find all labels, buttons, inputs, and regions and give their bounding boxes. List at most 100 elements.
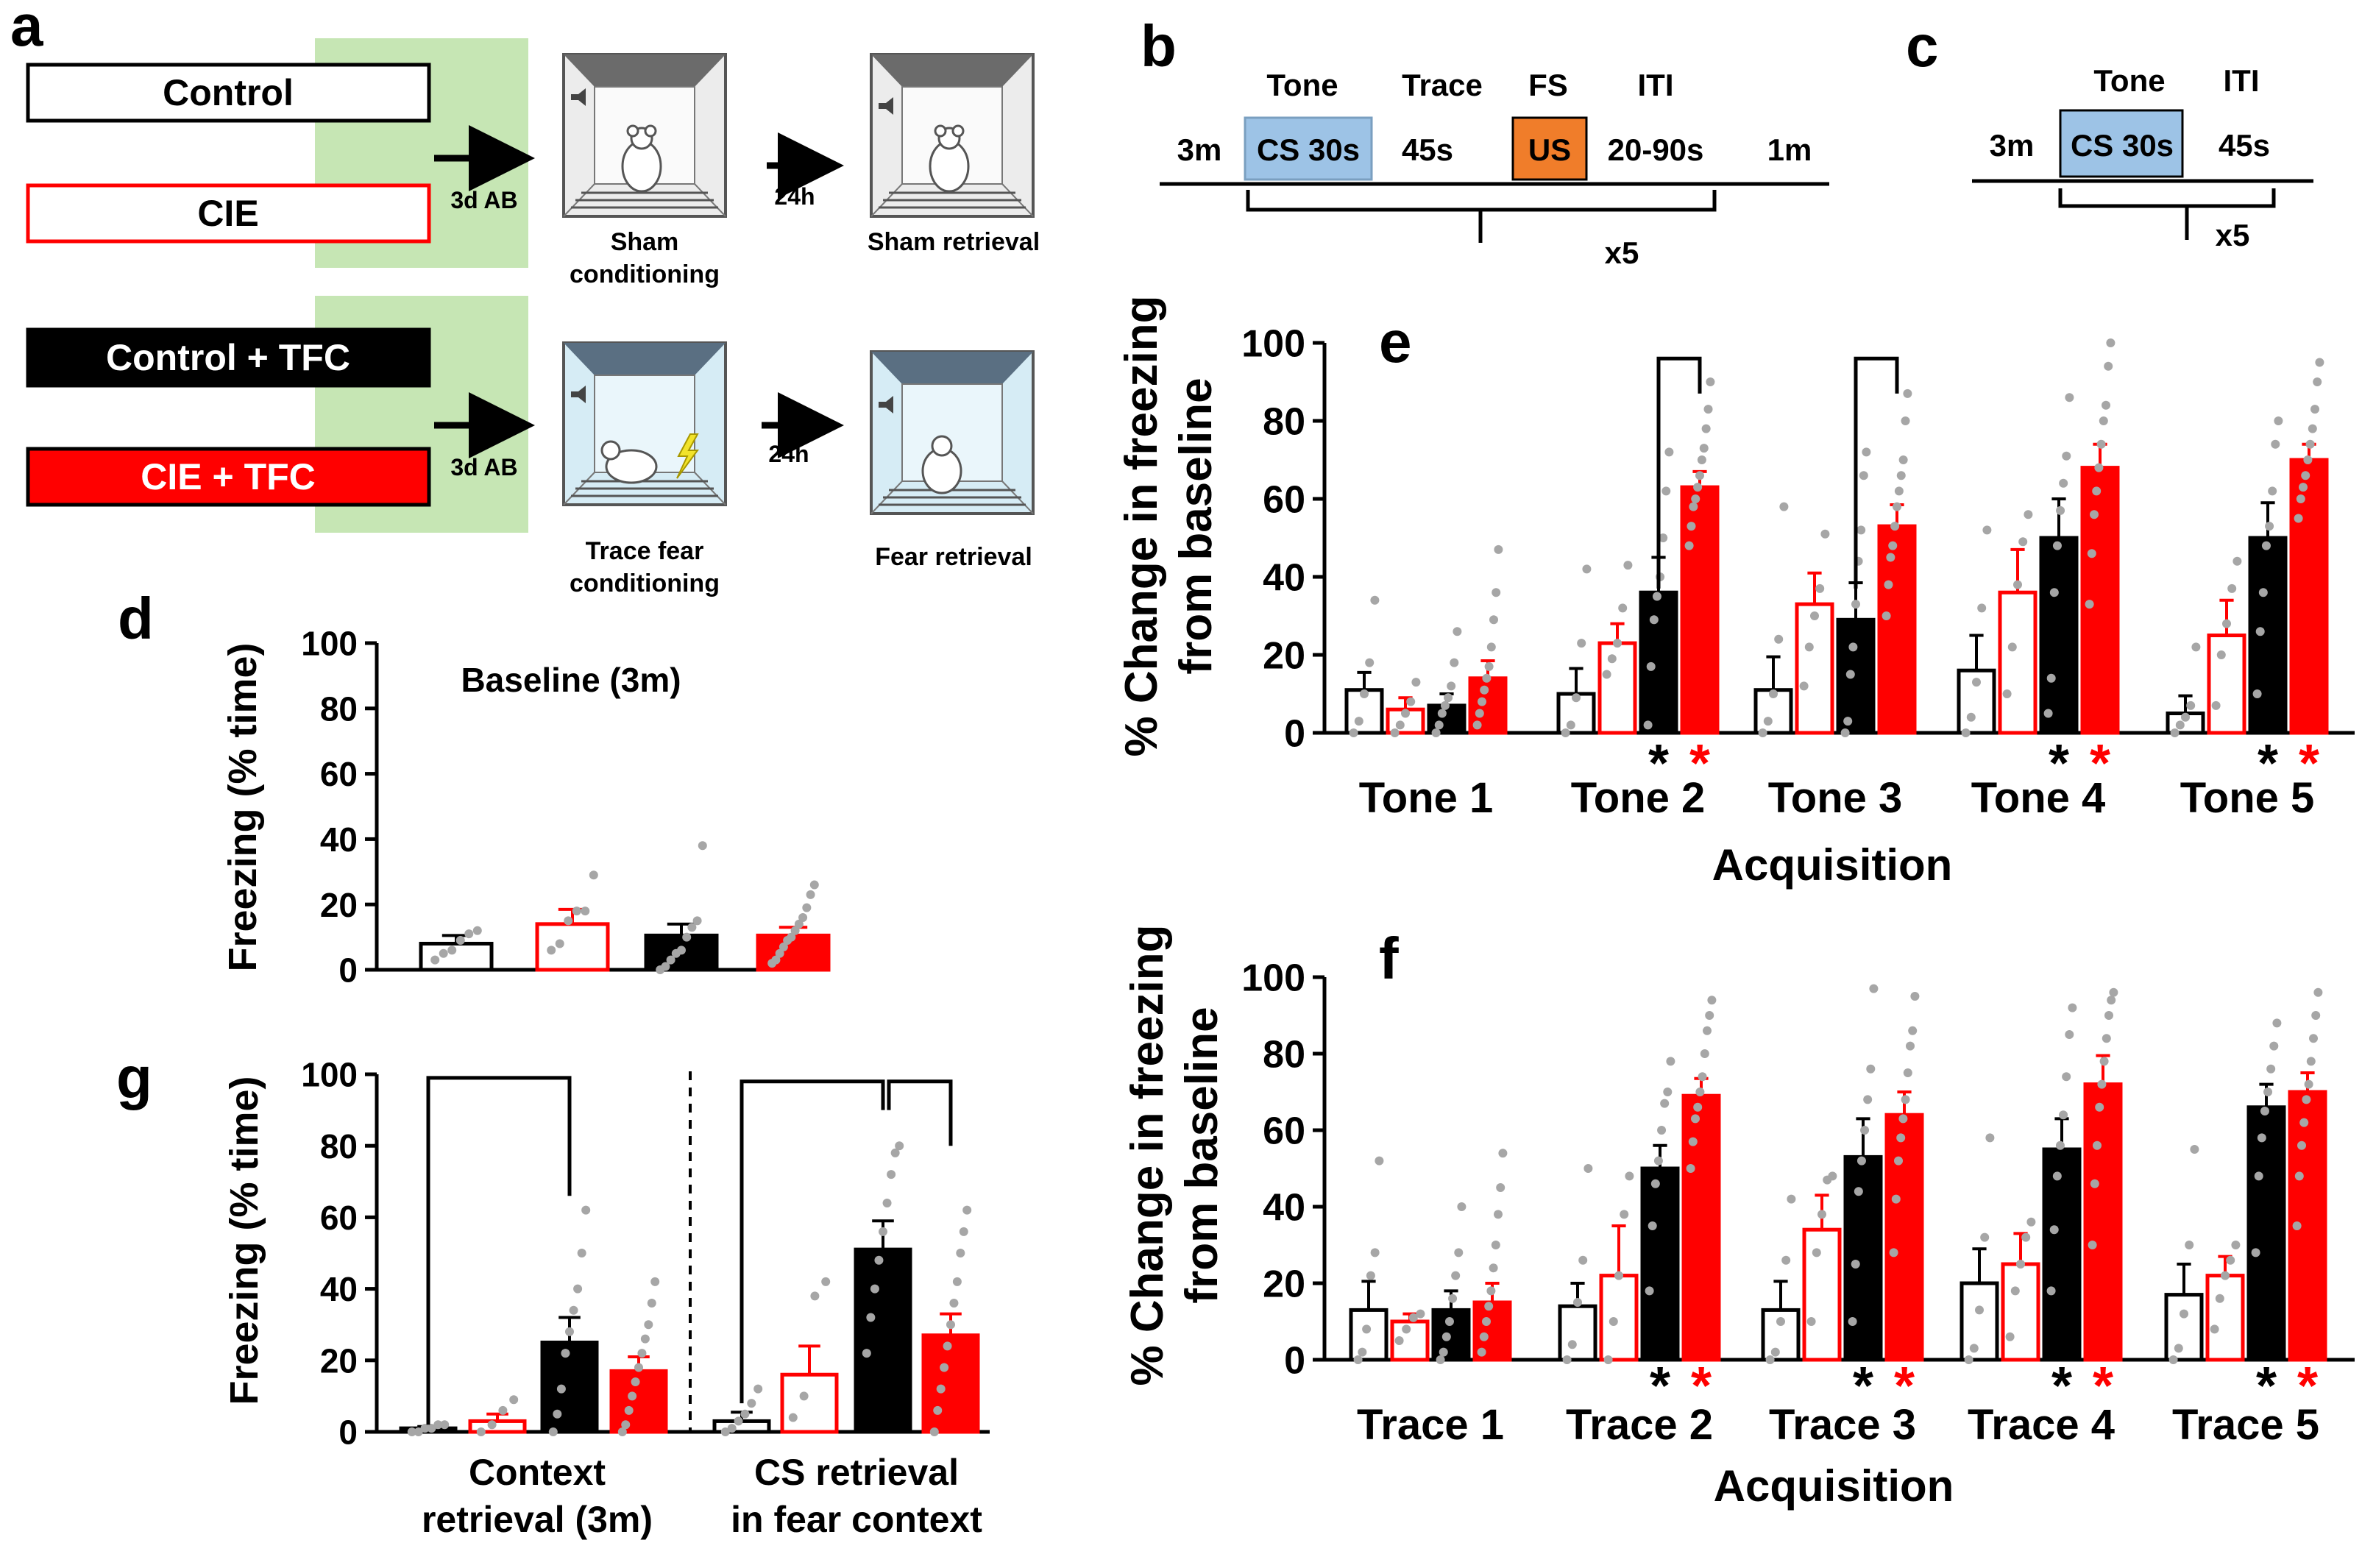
data-point	[2254, 1171, 2263, 1181]
data-point	[1705, 1011, 1714, 1020]
data-point	[2302, 1095, 2311, 1104]
data-point	[890, 1148, 900, 1157]
data-point	[1411, 678, 1421, 687]
data-point	[2092, 486, 2102, 496]
data-point	[771, 955, 781, 965]
category-label: Tone 3	[1768, 774, 1903, 822]
y-tick-label: 0	[1284, 1340, 1305, 1383]
data-point	[1695, 471, 1704, 480]
y-tick-label: 100	[301, 1056, 358, 1094]
data-point	[1845, 670, 1855, 679]
data-point	[1602, 670, 1611, 679]
category-label: Trace 3	[1769, 1401, 1916, 1449]
data-point	[1402, 1324, 1411, 1334]
data-point	[2268, 486, 2277, 496]
data-point	[564, 916, 573, 926]
data-point	[1480, 685, 1489, 695]
bar	[2042, 1147, 2082, 1362]
panel-a-letter: a	[10, 0, 43, 58]
data-point	[1661, 486, 1671, 496]
data-point	[1898, 1114, 1908, 1124]
data-point	[631, 1377, 640, 1386]
y-tick-label: 80	[320, 689, 358, 728]
data-point	[2315, 358, 2324, 367]
panel-f-ylabel-2: from baseline	[1177, 1007, 1227, 1303]
data-point	[2094, 463, 2104, 472]
data-point	[1659, 533, 1668, 542]
significance-star: *	[2051, 1357, 2072, 1416]
bar	[1960, 1281, 1999, 1362]
chamber-trace-fear	[562, 341, 727, 506]
data-point	[1664, 447, 1674, 457]
data-point	[1648, 1221, 1657, 1230]
data-point	[1646, 661, 1656, 671]
data-point	[1693, 1102, 1703, 1112]
data-point	[644, 1320, 653, 1330]
data-point	[2046, 1286, 2056, 1296]
data-point	[1774, 634, 1784, 644]
data-point	[1854, 1187, 1863, 1196]
data-point	[569, 1305, 578, 1315]
data-point	[2180, 1309, 2188, 1319]
data-point	[2106, 338, 2115, 347]
data-point	[2232, 556, 2242, 566]
chamber-sham-retrieval	[870, 53, 1035, 218]
mouse-icon	[921, 435, 962, 494]
data-point	[1447, 681, 1456, 691]
data-point	[1901, 1095, 1910, 1104]
group-label-control: Control	[163, 72, 294, 113]
b-top-tone: Tone	[1266, 68, 1338, 102]
y-tick-label: 20	[1263, 635, 1305, 678]
data-point	[2313, 377, 2322, 386]
data-point	[1982, 525, 1992, 535]
data-point	[1689, 502, 1698, 511]
bar	[540, 1341, 599, 1434]
data-point	[1985, 1133, 1995, 1143]
data-point	[1903, 389, 1912, 398]
data-point	[1450, 658, 1459, 667]
bar	[1597, 641, 1637, 735]
data-point	[2021, 1232, 2031, 1242]
data-point	[2190, 1145, 2199, 1154]
group-label-control-tfc: Control + TFC	[106, 337, 350, 378]
data-point	[1475, 709, 1484, 718]
data-point	[2104, 361, 2113, 371]
data-point	[2062, 451, 2071, 461]
panel-b: b Tone Trace FS ITI 3m CS 30s 45s US 20-…	[1141, 13, 1829, 270]
data-point	[1375, 1156, 1384, 1166]
panel-c: c Tone ITI 3m CS 30s 45s x5	[1906, 13, 2313, 252]
data-point	[1869, 984, 1879, 993]
data-point	[2059, 478, 2068, 488]
data-point	[1578, 1255, 1588, 1265]
data-point	[1901, 416, 1910, 425]
data-point	[952, 1277, 962, 1286]
bar	[2039, 536, 2079, 735]
data-point	[1614, 1271, 1623, 1280]
data-point	[692, 916, 702, 926]
mouse-icon	[929, 124, 970, 193]
bar	[1998, 590, 2038, 735]
data-point	[1860, 1126, 1870, 1135]
arrow-label-tfc-1: 3d AB	[450, 454, 517, 480]
data-point	[1770, 1347, 1780, 1357]
data-point	[753, 1384, 763, 1394]
bar	[535, 922, 610, 972]
significance-star: *	[1853, 1357, 1873, 1416]
data-point	[2174, 1344, 2183, 1353]
c-repeat-bracket	[2058, 188, 2276, 240]
group-box-control	[26, 63, 431, 123]
data-point	[1898, 455, 1908, 464]
bar	[1761, 1308, 1801, 1362]
y-tick-label: 60	[320, 1199, 358, 1237]
data-point	[1969, 1344, 1979, 1353]
shock-icon	[676, 433, 699, 479]
data-point	[447, 946, 457, 955]
panel-g-ylabel: Freezing (% time)	[222, 1076, 266, 1405]
significance-star: *	[1650, 1357, 1670, 1416]
data-point	[2215, 1294, 2224, 1303]
data-point	[1903, 1068, 1912, 1077]
label-sham-1: Sham	[611, 228, 679, 256]
data-point	[621, 1420, 631, 1430]
data-point	[1961, 728, 1971, 737]
